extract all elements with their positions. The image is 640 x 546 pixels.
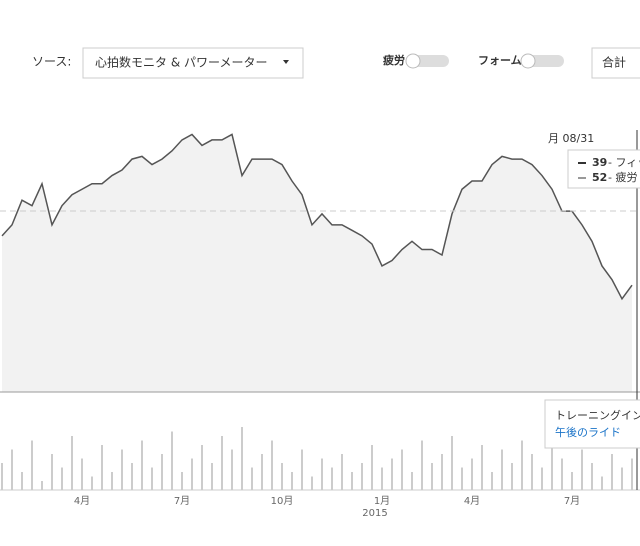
bar xyxy=(31,440,33,490)
x-tick-label: 1月 xyxy=(374,495,390,507)
bar xyxy=(201,445,203,490)
tooltip-items: 39- フィッ52- 疲労 xyxy=(578,156,640,184)
bar xyxy=(281,463,283,490)
toggle-knob xyxy=(520,53,536,69)
bar xyxy=(441,454,443,490)
tooltip-title: 月 08/31 xyxy=(548,132,594,145)
plot xyxy=(1,133,633,490)
bar xyxy=(511,463,513,490)
bar xyxy=(171,431,173,490)
legend-label: - フィッ xyxy=(608,156,640,169)
bar xyxy=(291,472,293,490)
bar xyxy=(501,449,503,490)
year-label: 2015 xyxy=(362,508,387,519)
bar xyxy=(51,454,53,490)
bar xyxy=(211,463,213,490)
x-tick-label: 10月 xyxy=(271,495,294,507)
bar xyxy=(421,440,423,490)
x-tick-label: 7月 xyxy=(564,495,580,507)
bar xyxy=(331,467,333,490)
bar xyxy=(371,445,373,490)
area xyxy=(2,134,632,392)
bar xyxy=(101,445,103,490)
bar xyxy=(41,481,43,490)
bar xyxy=(451,436,453,490)
bar xyxy=(471,458,473,490)
bar xyxy=(391,458,393,490)
bar xyxy=(591,463,593,490)
bar xyxy=(461,467,463,490)
tooltip xyxy=(567,149,640,189)
total-value: 合計 xyxy=(602,55,626,70)
x-tick-label: 7月 xyxy=(174,495,190,507)
bar xyxy=(1,463,3,490)
bar xyxy=(581,449,583,490)
bar xyxy=(551,436,553,490)
bar xyxy=(431,463,433,490)
bar xyxy=(631,458,633,490)
legend-value: 52 xyxy=(592,171,607,184)
bar xyxy=(411,472,413,490)
bar xyxy=(21,472,23,490)
bar xyxy=(131,463,133,490)
toggle-knob xyxy=(405,53,421,69)
tooltip xyxy=(544,399,640,449)
bar xyxy=(11,449,13,490)
bar xyxy=(241,427,243,490)
legend-label: - 疲労 xyxy=(608,170,637,184)
bar xyxy=(351,472,353,490)
activity-link[interactable]: 午後のライド xyxy=(555,425,621,439)
bar xyxy=(151,467,153,490)
bar xyxy=(221,436,223,490)
bar xyxy=(311,476,313,490)
bar xyxy=(381,467,383,490)
toggle-label: フォーム xyxy=(478,54,522,67)
bar xyxy=(541,467,543,490)
bar xyxy=(271,440,273,490)
bar xyxy=(481,445,483,490)
toggle-label: 疲労 xyxy=(383,53,405,67)
bar xyxy=(521,440,523,490)
source-label: ソース: xyxy=(32,55,71,69)
bar xyxy=(621,467,623,490)
bar xyxy=(61,467,63,490)
bar xyxy=(301,449,303,490)
bar xyxy=(91,476,93,490)
bar xyxy=(601,476,603,490)
bar xyxy=(531,454,533,490)
bar xyxy=(181,472,183,490)
caret xyxy=(283,60,289,64)
bar xyxy=(571,472,573,490)
bar xyxy=(401,449,403,490)
bar xyxy=(141,440,143,490)
tooltip-title: トレーニングインパ xyxy=(555,408,640,422)
line xyxy=(1,133,633,301)
legend-value: 39 xyxy=(592,156,607,169)
bar xyxy=(611,454,613,490)
bar xyxy=(341,454,343,490)
bar xyxy=(561,458,563,490)
bar xyxy=(111,472,113,490)
bar xyxy=(71,436,73,490)
source-value: 心拍数モニタ & パワーメーター xyxy=(95,55,268,70)
source-dropdown[interactable] xyxy=(82,47,304,79)
bar xyxy=(261,454,263,490)
bar xyxy=(491,472,493,490)
total-dropdown[interactable] xyxy=(591,47,640,79)
bar xyxy=(231,449,233,490)
bar xyxy=(321,458,323,490)
bar xyxy=(361,463,363,490)
bar xyxy=(161,454,163,490)
bar xyxy=(121,449,123,490)
bar xyxy=(191,458,193,490)
bar xyxy=(81,458,83,490)
bar xyxy=(251,467,253,490)
x-tick-label: 4月 xyxy=(464,495,480,507)
x-tick-label: 4月 xyxy=(74,495,90,507)
